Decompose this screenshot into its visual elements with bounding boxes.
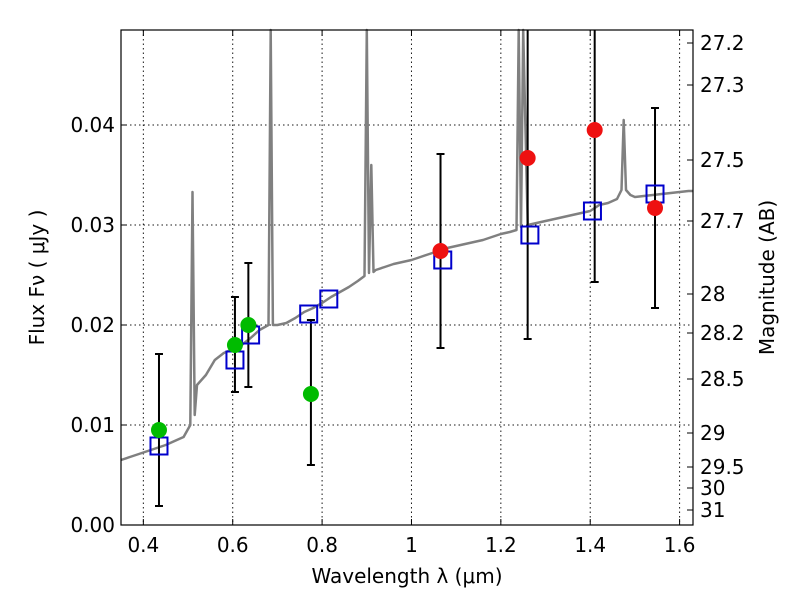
y2-axis-label: Magnitude (AB)	[755, 200, 779, 355]
green-photometry-point	[240, 317, 257, 333]
labels-layer: 0.4 0.6 0.8 1 1.2 1.4 1.6 0.00 0.01 0.02 0.03 0.04 2…	[70, 31, 744, 557]
y-tick-label: 0.04	[70, 113, 115, 137]
x-tick-label: 1.4	[574, 533, 606, 557]
green-photometry-point	[302, 386, 319, 402]
x-tick-label: 1.6	[664, 533, 696, 557]
x-tick-label: 1.2	[485, 533, 517, 557]
y-tick-label: 0.01	[70, 413, 115, 437]
model-square	[582, 201, 602, 221]
y-tick-label: 0.02	[70, 313, 115, 337]
y2-tick-label: 27.7	[700, 209, 745, 233]
x-tick-label: 0.6	[217, 533, 249, 557]
model-layer	[149, 184, 665, 456]
y2-tick-label: 30	[700, 476, 725, 500]
red-photometry-point	[647, 200, 664, 216]
y2-tick-label: 29	[700, 421, 725, 445]
model-square	[520, 225, 540, 245]
y-tick-label: 0.03	[70, 213, 115, 237]
y2-tick-label: 28	[700, 282, 725, 306]
y2-tick-label: 31	[700, 498, 725, 522]
points-layer	[150, 122, 664, 438]
x-tick-label: 0.8	[306, 533, 338, 557]
y2-tick-label: 27.2	[700, 31, 745, 55]
x-axis-label: Wavelength λ (μm)	[311, 564, 502, 588]
x-tick-label: 1	[405, 533, 418, 557]
plot-frame	[120, 29, 694, 526]
y2-tick-label: 29.5	[700, 455, 745, 479]
errorbar-layer	[154, 30, 660, 507]
red-photometry-point	[519, 150, 536, 166]
model-square	[319, 289, 339, 309]
y-tick-label: 0.00	[70, 513, 115, 537]
spectrum-line	[120, 28, 693, 462]
red-photometry-point	[586, 122, 603, 138]
y2-tick-label: 27.3	[700, 73, 745, 97]
y2-tick-label: 28.5	[700, 367, 745, 391]
y2-tick-label: 27.5	[700, 148, 745, 172]
green-photometry-point	[226, 337, 243, 353]
green-photometry-point	[150, 422, 167, 438]
y2-tick-label: 28.2	[700, 321, 745, 345]
ticks-layer	[121, 30, 693, 526]
red-photometry-point	[432, 243, 449, 259]
model-square	[299, 304, 319, 324]
y-axis-label: Flux Fν ( μJy )	[25, 210, 49, 346]
grid-layer	[121, 30, 693, 526]
spectrum-layer	[120, 28, 693, 462]
x-tick-label: 0.4	[127, 533, 159, 557]
